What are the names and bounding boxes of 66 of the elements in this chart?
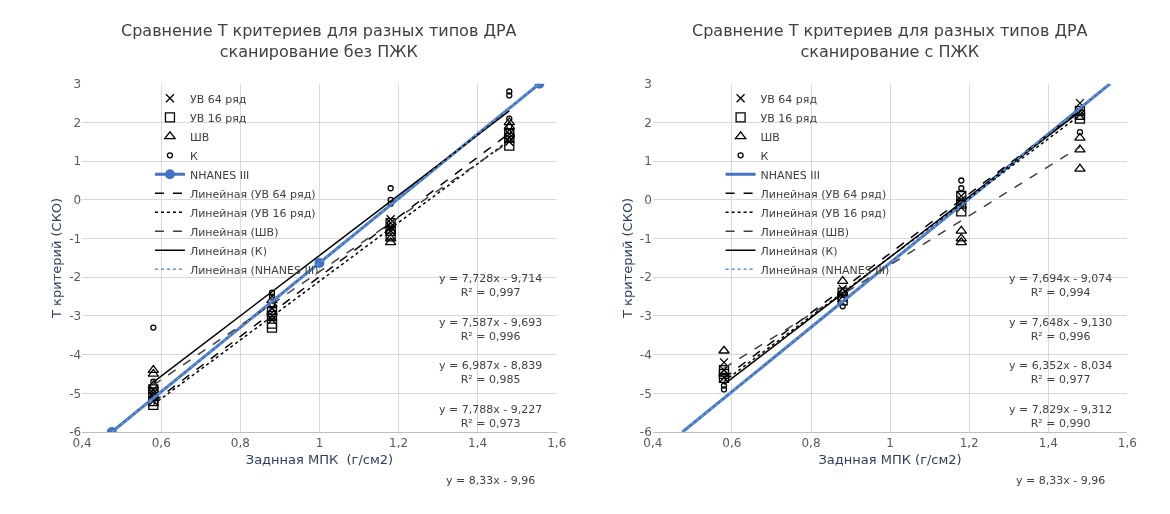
legend-label: Линейная (УВ 64 ряд)	[189, 187, 316, 201]
legend-label: Линейная (К)	[760, 244, 838, 258]
x-tick-label: 1,6	[1117, 436, 1137, 451]
annotation: y = 7,788x - 9,227 R² = 0,973	[439, 403, 543, 431]
x-tick-label: 1,2	[959, 436, 979, 451]
legend-label: ШВ	[189, 130, 210, 144]
x-tick-label: 0,6	[722, 436, 742, 451]
text: y = 8,33x - 9,96	[1016, 474, 1106, 487]
x-tick-label: 1,6	[547, 436, 567, 451]
annotation: y = 6,352x - 8,034 R² = 0,977	[1009, 359, 1113, 387]
annotation: y = 6,987x - 8,839 R² = 0,985	[439, 359, 543, 387]
y-tick-label: -2	[639, 270, 652, 285]
y-tick-label: 1	[73, 154, 82, 169]
y-tick-label: 0	[644, 193, 652, 208]
x-tick-label: 0,8	[230, 436, 250, 451]
x-axis-title: Заднная МПК (г/см2)	[818, 451, 962, 467]
x-axis-title: Заднная МПК (г/см2)	[245, 451, 394, 467]
legend-label: УВ 16 ряд	[189, 111, 247, 125]
annotation: y = 7,587x - 9,693 R² = 0,996	[439, 316, 543, 344]
x-tick-label: 0,4	[72, 436, 92, 451]
legend-label: Линейная (ШВ)	[189, 225, 279, 239]
legend-label: К	[189, 149, 198, 163]
x-tick-label: 0,8	[801, 436, 821, 451]
x-tick-label: 1	[315, 436, 324, 451]
legend-label: Линейная (ШВ)	[760, 225, 850, 239]
legend-label: Линейная (УВ 16 ряд)	[189, 206, 316, 220]
legend-label: УВ 64 ряд	[760, 92, 818, 106]
y-tick-label: -1	[639, 231, 652, 246]
y-tick-label: -2	[69, 270, 82, 285]
y-tick-label: 3	[644, 76, 652, 91]
y-tick-label: -3	[639, 309, 652, 324]
y-tick-label: -5	[639, 386, 652, 401]
legend-label: Линейная (УВ 16 ряд)	[760, 206, 887, 220]
annotation: y = 7,694x - 9,074 R² = 0,994	[1009, 272, 1113, 300]
x-tick-label: 0,4	[643, 436, 663, 451]
y-tick-label: -4	[69, 347, 82, 362]
y-tick-label: 2	[644, 115, 652, 130]
annotation: y = 7,829x - 9,312 R² = 0,990	[1009, 403, 1113, 431]
chart-title: Сравнение Т критериев для разных типов ДРА сканирование с ПЖК	[692, 21, 1088, 61]
x-tick-label: 1,2	[389, 436, 409, 451]
y-tick-label: -5	[69, 386, 82, 401]
y-tick-label: -4	[639, 347, 652, 362]
legend-label: NHANES III	[760, 168, 821, 182]
legend-label: УВ 16 ряд	[760, 111, 818, 125]
legend-label: NHANES III	[189, 168, 250, 182]
y-tick-label: -3	[69, 309, 82, 324]
y-tick-label: 0	[73, 193, 82, 208]
y-axis-title: Т критерий (СКО)	[619, 197, 635, 319]
y-tick-label: -1	[69, 231, 82, 246]
annotation: y = 7,728x - 9,714 R² = 0,997	[439, 272, 543, 300]
x-tick-label: 1,4	[1038, 436, 1058, 451]
y-tick-label: 1	[644, 154, 652, 169]
chart-title: Сравнение Т критериев для разных типов ДРА сканирование без ПЖК	[121, 21, 517, 61]
legend-label: УВ 64 ряд	[189, 92, 247, 106]
y-tick-label: 2	[73, 115, 82, 130]
annotation: y = 7,648x - 9,130 R² = 0,996	[1009, 316, 1113, 344]
legend-label: ШВ	[760, 130, 780, 144]
y-axis-title: Т критерий (СКО)	[49, 197, 65, 319]
legend-label: Линейная (УВ 64 ряд)	[760, 187, 887, 201]
legend-label: Линейная (К)	[189, 244, 267, 258]
x-tick-label: 1	[886, 436, 894, 451]
text: y = 8,33x - 9,96	[446, 474, 536, 487]
legend-label: К	[760, 149, 769, 163]
y-tick-label: 3	[73, 76, 82, 91]
x-tick-label: 1,4	[468, 436, 488, 451]
x-tick-label: 0,6	[151, 436, 171, 451]
